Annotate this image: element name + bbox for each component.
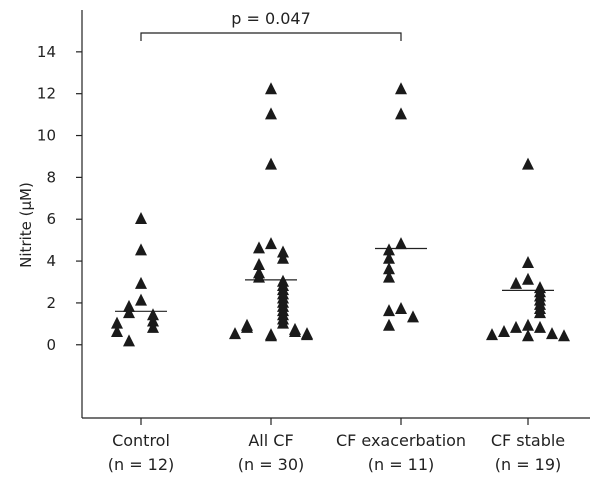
data-point (229, 327, 241, 340)
data-point (253, 270, 265, 283)
data-point (510, 320, 522, 333)
data-point (123, 299, 135, 312)
data-point (289, 325, 301, 338)
data-point (111, 325, 123, 338)
data-point (277, 251, 289, 264)
y-tick-label: 0 (46, 336, 56, 354)
category-label: Control (112, 431, 170, 450)
category-n-label: (n = 11) (368, 455, 435, 474)
data-point (135, 243, 147, 256)
data-point (253, 241, 265, 254)
data-point (277, 316, 289, 329)
data-point (383, 262, 395, 275)
y-tick-label: 10 (37, 127, 56, 145)
y-tick-label: 12 (37, 85, 56, 103)
data-point (510, 276, 522, 289)
data-point (383, 251, 395, 264)
data-point (147, 308, 159, 321)
median-lines (115, 247, 554, 312)
data-point (265, 237, 277, 250)
data-point (522, 318, 534, 331)
y-tick-label: 4 (46, 252, 56, 270)
data-point (123, 306, 135, 319)
annotations: p = 0.047 (140, 9, 402, 42)
data-point (522, 329, 534, 342)
significance-bracket (140, 32, 402, 42)
y-tick-label: 6 (46, 210, 56, 228)
data-point (558, 329, 570, 342)
data-point (522, 255, 534, 268)
data-point (407, 310, 419, 323)
y-tick-label: 8 (46, 168, 56, 186)
category-label: CF stable (491, 431, 565, 450)
data-point (135, 212, 147, 225)
data-point (522, 272, 534, 285)
data-point (265, 82, 277, 95)
category-n-label: (n = 30) (238, 455, 305, 474)
category-n-label: (n = 19) (495, 455, 562, 474)
data-point (265, 329, 277, 342)
p-value-label: p = 0.047 (231, 9, 311, 28)
x-categories: Control (n = 12) All CF (n = 30) CF exacerba… (108, 418, 565, 474)
data-point (301, 328, 313, 341)
y-tick-label: 2 (46, 294, 56, 312)
data-point (383, 243, 395, 256)
data-points (111, 82, 570, 347)
y-ticks: 0 2 4 6 8 10 12 14 (37, 43, 82, 354)
data-point (135, 293, 147, 306)
data-point (395, 107, 407, 120)
data-point (383, 304, 395, 317)
data-point (123, 334, 135, 347)
data-point (486, 328, 498, 341)
category-n-label: (n = 12) (108, 455, 175, 474)
category-label: CF exacerbation (336, 431, 466, 450)
data-point (147, 320, 159, 333)
data-point (277, 245, 289, 258)
data-point (111, 316, 123, 329)
data-point (135, 276, 147, 289)
category-label: All CF (248, 431, 293, 450)
y-tick-label: 14 (37, 43, 56, 61)
data-point (265, 157, 277, 170)
data-point (395, 237, 407, 250)
data-point (534, 306, 546, 319)
data-point (534, 320, 546, 333)
data-point (265, 107, 277, 120)
data-point (395, 82, 407, 95)
data-point (147, 314, 159, 327)
data-point (241, 320, 253, 333)
data-point (498, 325, 510, 338)
data-point (522, 157, 534, 170)
data-point (395, 302, 407, 314)
y-axis-title: Nitrite (μM) (17, 182, 35, 268)
data-point (383, 270, 395, 283)
data-point (383, 318, 395, 331)
data-point (253, 258, 265, 271)
data-point (546, 327, 558, 340)
